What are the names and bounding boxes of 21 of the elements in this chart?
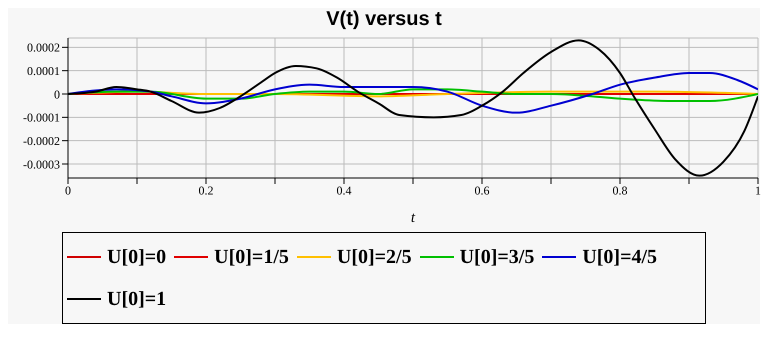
legend-label: U[0]=4/5 [582, 246, 658, 268]
x-tick-label: 0.8 [612, 184, 628, 198]
x-axis-title: t [410, 210, 416, 226]
y-tick-label: 0 [54, 87, 60, 102]
line-series [68, 72, 758, 114]
x-tick-label: 0 [65, 184, 71, 198]
legend-label: U[0]=0 [107, 246, 166, 268]
y-tick-label: 0.0002 [27, 40, 60, 55]
x-tick-label: 0.2 [198, 184, 214, 198]
y-tick-label: 0.0001 [27, 64, 60, 78]
legend-label: U[0]=2/5 [336, 246, 412, 268]
legend-label: U[0]=1 [107, 288, 166, 310]
x-tick-label: 0.6 [474, 184, 490, 198]
y-tick-label: -0.0001 [23, 110, 60, 125]
legend-label: U[0]=3/5 [460, 246, 534, 268]
x-tick-label: 1 [755, 184, 761, 198]
legend-label: U[0]=1/5 [214, 246, 289, 268]
chart-title: V(t) versus t [325, 8, 443, 32]
x-tick-label: 0.4 [336, 184, 352, 198]
y-tick-label: -0.0003 [23, 157, 60, 172]
y-tick-label: -0.0002 [23, 134, 60, 148]
